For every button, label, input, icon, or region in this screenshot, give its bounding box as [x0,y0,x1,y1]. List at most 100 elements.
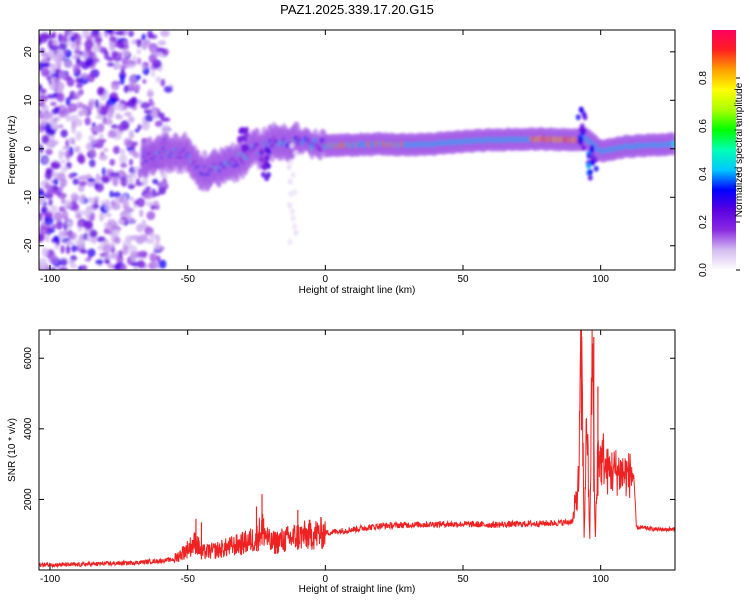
heatmap-feature-cell [589,147,595,154]
heatmap-noise-cell [103,147,109,153]
heatmap-noise-cell [134,128,140,133]
heatmap-noise-cell [135,223,144,233]
heatmap-noise-cell [128,116,135,123]
heatmap-noise-cell [44,123,52,134]
heatmap-noise-cell [114,103,124,111]
heatmap-noise-cell [157,112,165,119]
heatmap-noise-cell [45,189,56,195]
heatmap-noise-cell [107,263,115,269]
heatmap-noise-cell [128,207,135,213]
heatmap-noise-cell [68,137,76,144]
heatmap-noise-cell [122,193,128,203]
heatmap-noise-cell [134,181,145,187]
heatmap-feature-cell [579,123,585,130]
heatmap-noise-cell [153,242,161,250]
heatmap-noise-cell [65,244,71,255]
x-tick-label: 50 [457,274,469,285]
heatmap-noise-cell [109,158,116,166]
heatmap-noise-cell [41,262,49,270]
heatmap-noise-cell [113,191,121,199]
heatmap-noise-cell [41,206,48,214]
heatmap-noise-cell [58,69,66,80]
y-tick-label: 20 [23,46,34,58]
heatmap-noise-cell [150,101,155,107]
heatmap-noise-cell [62,210,69,220]
heatmap-noise-cell [72,64,79,73]
heatmap-noise-cell [39,153,43,159]
heatmap-noise-cell [124,111,132,117]
heatmap-noise-cell [49,69,57,75]
colorbar: 0.0 0.2 0.4 0.6 0.8 Normalized spectral ampl… [698,30,745,277]
heatmap-noise-cell [94,141,104,149]
heatmap-noise-cell [63,107,73,114]
heatmap-noise-cell [63,60,74,69]
heatmap-feature-cell [577,134,583,141]
heatmap-noise-cell [47,142,55,148]
heatmap-noise-cell [60,244,65,255]
heatmap-noise-cell [80,72,89,79]
heatmap-noise-cell [149,34,158,39]
heatmap-noise-cell [75,101,83,109]
snr-plot-area [39,330,675,569]
heatmap-noise-cell [88,51,96,59]
heatmap-noise-cell [110,80,120,91]
heatmap-feature-cell [264,154,270,161]
heatmap-noise-cell [63,49,68,56]
heatmap-noise-cell [141,64,146,70]
heatmap-noise-cell [85,142,94,151]
heatmap-noise-cell [45,167,53,175]
snr-x-ticks: -100 -50 0 50 100 [40,330,609,585]
heatmap-noise-cell [96,236,106,243]
heatmap-noise-cell [75,213,83,219]
heatmap-noise-cell [112,176,119,187]
heatmap-feature-cell [264,175,270,182]
heatmap-noise-cell [68,173,75,179]
heatmap-noise-cell [128,30,134,38]
heatmap-noise-cell [65,161,72,169]
heatmap-noise-cell [58,124,64,129]
heatmap-noise-cell [121,57,129,64]
heatmap-noise-cell [127,183,135,190]
heatmap-noise-cell [141,33,146,41]
heatmap-noise-cell [142,79,147,84]
heatmap-noise-cell [161,124,171,132]
heatmap-noise-cell [56,92,65,103]
heatmap-noise-cell [45,34,52,39]
heatmap-noise-cell [39,112,47,117]
heatmap-core-cell [671,141,675,148]
heatmap-noise-cell [39,225,49,236]
heatmap-noise-cell [60,129,68,138]
heatmap-noise-cell [107,219,117,228]
heatmap-noise-cell [42,157,48,164]
heatmap-noise-cell [149,232,157,239]
x-tick-label: 0 [323,274,329,285]
heatmap-noise-cell [150,204,156,210]
heatmap-noise-cell [57,192,67,199]
heatmap-noise-cell [105,213,112,218]
heatmap-noise-cell [133,266,139,270]
heatmap-noise-cell [104,118,113,126]
heatmap-noise-cell [103,255,112,260]
heatmap-noise-cell [76,82,84,89]
heatmap-noise-cell [79,249,88,254]
heatmap-noise-cell [136,57,142,65]
heatmap-noise-cell [66,149,71,158]
heatmap-noise-cell [129,251,139,259]
heatmap-noise-cell [46,76,52,81]
snr-x-label: Height of straight line (km) [299,584,416,595]
spectrogram-frame [38,29,676,271]
heatmap-noise-cell [156,47,165,53]
heatmap-noise-cell [141,121,150,131]
y-tick-label: 2000 [23,488,34,511]
heatmap-noise-cell [120,263,127,270]
heatmap-noise-cell [136,74,141,80]
heatmap-feature-cell [290,215,296,222]
y-tick-label: -10 [23,190,34,205]
heatmap-noise-cell [51,76,56,81]
heatmap-noise-cell [51,223,58,230]
heatmap-noise-cell [154,204,160,210]
heatmap-noise-cell [119,74,125,85]
heatmap-noise-cell [77,266,83,270]
heatmap-noise-cell [146,211,156,221]
